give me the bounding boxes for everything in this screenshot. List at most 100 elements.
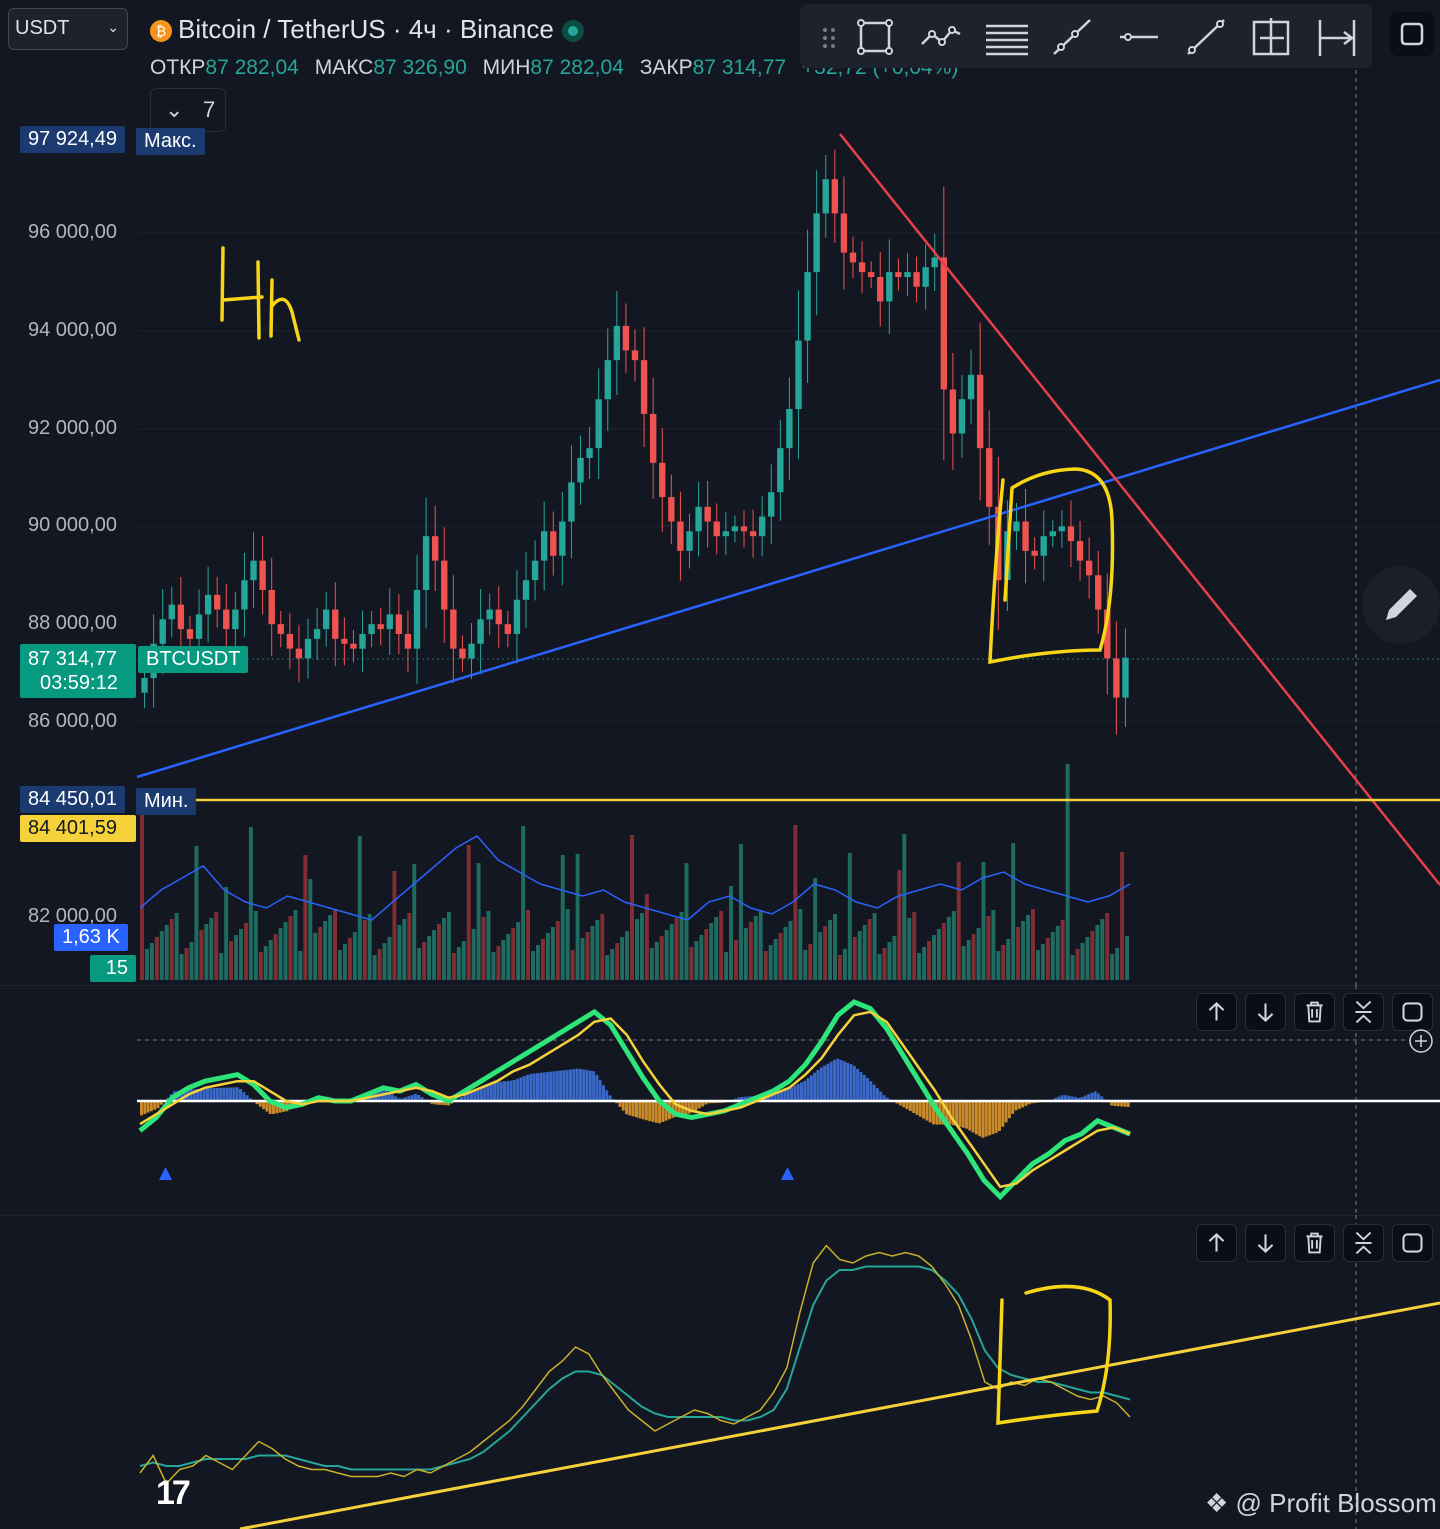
macd-histogram-bar	[199, 1088, 203, 1101]
candle-body	[522, 580, 530, 600]
macd-histogram-bar	[479, 1088, 483, 1101]
macd-histogram-bar	[608, 1095, 612, 1101]
candle-body	[259, 560, 266, 590]
candle-body	[822, 179, 829, 214]
price-chart[interactable]	[0, 0, 1440, 985]
add-pane-icon[interactable]	[1408, 1028, 1434, 1054]
volume-bar	[842, 949, 847, 980]
move-up-icon[interactable]	[1196, 1224, 1237, 1262]
candle-body	[204, 594, 212, 615]
macd-histogram-bar	[819, 1067, 823, 1101]
oscillator-pane[interactable]	[0, 1215, 1440, 1529]
fullscreen-icon[interactable]	[1388, 10, 1436, 58]
fixed-range-icon[interactable]	[1248, 14, 1294, 60]
candle-body	[640, 360, 648, 414]
edit-drawing-button[interactable]	[1362, 566, 1440, 644]
macd-histogram-bar	[1067, 1095, 1071, 1101]
volume-bar	[674, 918, 679, 980]
volume-bar	[1006, 939, 1011, 980]
macd-histogram-bar	[697, 1101, 701, 1109]
currency-select[interactable]: USDT ⌄	[8, 8, 128, 50]
move-down-icon[interactable]	[1245, 1224, 1286, 1262]
chevron-down-icon: ⌄	[107, 19, 119, 35]
volume-bar	[397, 925, 402, 980]
delete-icon[interactable]	[1294, 993, 1335, 1031]
macd-histogram-bar	[562, 1070, 566, 1101]
move-up-icon[interactable]	[1196, 993, 1237, 1031]
parallel-channel-icon[interactable]	[984, 14, 1030, 60]
volume-bar	[333, 909, 338, 980]
macd-histogram-bar	[991, 1101, 995, 1135]
volume-bar	[699, 935, 704, 980]
rectangle-icon[interactable]	[852, 14, 898, 60]
watermark-label: @ Profit Blossom	[1235, 1488, 1437, 1518]
maximize-icon[interactable]	[1392, 1224, 1433, 1262]
candle-body	[422, 536, 430, 590]
collapse-icon[interactable]	[1343, 1224, 1384, 1262]
volume-bar	[1031, 909, 1035, 980]
macd-histogram-bar	[1011, 1101, 1015, 1114]
candle-body	[731, 526, 739, 532]
macd-histogram-bar	[585, 1070, 589, 1101]
volume-bar	[1021, 921, 1026, 980]
ray-icon[interactable]	[1182, 14, 1228, 60]
delete-icon[interactable]	[1294, 1224, 1335, 1262]
macd-histogram-bar	[859, 1071, 863, 1101]
candle-body	[332, 609, 339, 639]
volume-bar	[580, 938, 585, 980]
collapse-icon[interactable]	[1343, 993, 1384, 1031]
trend-line-icon[interactable]	[1050, 14, 1096, 60]
volume-bar	[303, 855, 308, 980]
macd-histogram-bar	[951, 1101, 955, 1126]
macd-histogram-bar	[1024, 1101, 1028, 1106]
volume-bar	[328, 915, 333, 980]
volume-bar	[941, 923, 946, 980]
macd-histogram-bar	[925, 1101, 929, 1121]
volume-bar	[887, 942, 892, 980]
volume-bar	[278, 928, 283, 980]
macd-histogram-bar	[417, 1094, 421, 1101]
volume-bar	[704, 929, 709, 980]
macd-histogram-bar	[476, 1089, 480, 1101]
drag-handle-icon[interactable]	[808, 14, 854, 60]
macd-histogram-bar	[516, 1078, 520, 1101]
volume-bar	[288, 916, 293, 980]
candle-body	[323, 609, 330, 630]
volume-bar	[654, 942, 659, 980]
candle-body	[895, 272, 902, 278]
date-range-icon[interactable]	[1314, 14, 1360, 60]
volume-bar	[446, 912, 451, 980]
macd-histogram-bar	[153, 1101, 157, 1110]
macd-histogram-bar	[875, 1088, 879, 1101]
open-value: 87 282,04	[205, 56, 299, 79]
volume-bar	[263, 946, 268, 980]
path-icon[interactable]	[918, 14, 964, 60]
tradingview-logo[interactable]: 17	[156, 1474, 191, 1512]
volume-bar	[927, 941, 932, 980]
macd-histogram-bar	[542, 1072, 546, 1101]
macd-histogram-bar	[1064, 1095, 1067, 1101]
horizontal-ray-icon[interactable]	[1116, 14, 1162, 60]
symbol-title[interactable]: ₿ Bitcoin / TetherUS · 4ч · Binance	[150, 14, 584, 45]
maximize-icon[interactable]	[1392, 993, 1433, 1031]
macd-histogram-bar	[687, 1101, 691, 1114]
macd-histogram-bar	[1021, 1101, 1025, 1108]
candle-body	[704, 506, 711, 522]
macd-histogram-bar	[159, 1101, 163, 1105]
indicators-toggle-button[interactable]: ⌄ 7	[150, 88, 226, 132]
candle-body	[831, 179, 838, 214]
candle-body	[931, 257, 938, 268]
candle-body	[1104, 609, 1111, 659]
volume-bar	[1035, 950, 1040, 980]
macd-pane[interactable]	[0, 985, 1440, 1215]
macd-histogram-bar	[512, 1079, 516, 1101]
title-text: Bitcoin / TetherUS · 4ч · Binance	[178, 14, 554, 44]
volume-bar	[748, 922, 753, 980]
macd-histogram-bar	[783, 1089, 787, 1101]
move-down-icon[interactable]	[1245, 993, 1286, 1031]
candle-body	[441, 560, 448, 610]
volume-bar	[961, 946, 966, 980]
volume-bar	[679, 912, 684, 980]
macd-histogram-bar	[882, 1095, 886, 1101]
candle-body	[949, 389, 957, 434]
